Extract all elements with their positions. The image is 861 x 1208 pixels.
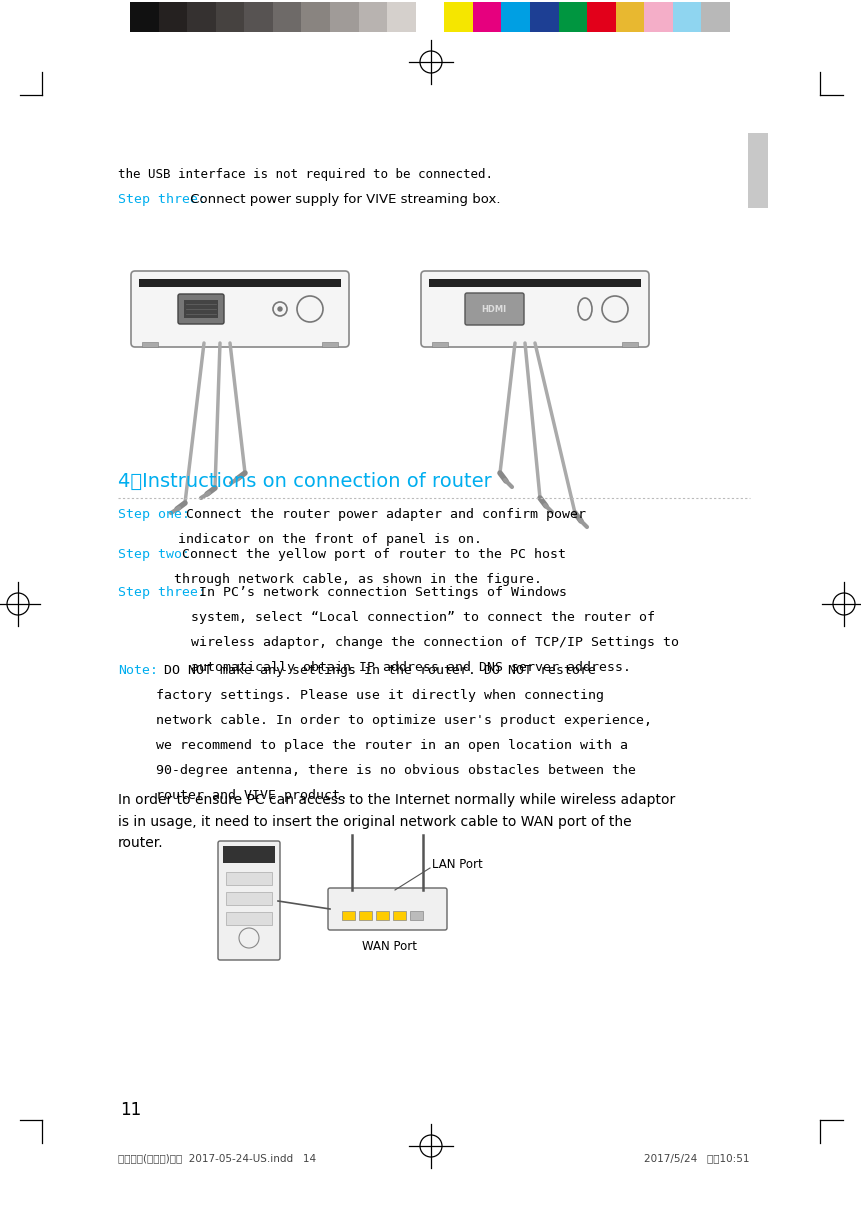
Text: WAN Port: WAN Port bbox=[362, 940, 417, 952]
FancyBboxPatch shape bbox=[464, 294, 523, 325]
Text: Step three:: Step three: bbox=[118, 193, 222, 207]
Bar bbox=[130, 2, 159, 31]
Text: Step three:: Step three: bbox=[118, 586, 222, 599]
Bar bbox=[393, 911, 406, 920]
Bar bbox=[330, 2, 359, 31]
Bar bbox=[586, 2, 616, 31]
Bar bbox=[415, 2, 444, 31]
Text: HDMI: HDMI bbox=[481, 304, 506, 314]
Bar bbox=[226, 912, 272, 925]
FancyBboxPatch shape bbox=[218, 841, 280, 960]
Bar bbox=[622, 342, 637, 347]
Bar bbox=[301, 2, 330, 31]
Text: 新版印刷(无蓝牙)英文  2017-05-24-US.indd   14: 新版印刷(无蓝牙)英文 2017-05-24-US.indd 14 bbox=[118, 1152, 316, 1163]
Text: 11: 11 bbox=[120, 1100, 141, 1119]
Bar bbox=[701, 2, 729, 31]
Bar bbox=[358, 911, 372, 920]
FancyBboxPatch shape bbox=[177, 294, 224, 324]
Bar bbox=[443, 2, 473, 31]
Bar bbox=[530, 2, 559, 31]
Bar bbox=[429, 279, 641, 288]
Bar bbox=[387, 2, 416, 31]
Text: DO NOT make any settings in the router. DO NOT restore
factory settings. Please : DO NOT make any settings in the router. … bbox=[156, 664, 651, 802]
Bar bbox=[342, 911, 355, 920]
Bar bbox=[215, 2, 245, 31]
Bar bbox=[244, 2, 273, 31]
Bar bbox=[142, 342, 158, 347]
Bar bbox=[322, 342, 338, 347]
Bar bbox=[273, 2, 301, 31]
Circle shape bbox=[278, 307, 282, 310]
Bar bbox=[643, 2, 672, 31]
Bar bbox=[558, 2, 587, 31]
Bar bbox=[501, 2, 530, 31]
Bar bbox=[431, 342, 448, 347]
Bar bbox=[158, 2, 188, 31]
Text: the USB interface is not required to be connected.: the USB interface is not required to be … bbox=[118, 168, 492, 181]
Bar bbox=[187, 2, 216, 31]
Text: Connect power supply for VIVE streaming box.: Connect power supply for VIVE streaming … bbox=[186, 193, 500, 207]
Bar bbox=[139, 279, 341, 288]
Text: In order to ensure PC can access to the Internet normally while wireless adaptor: In order to ensure PC can access to the … bbox=[118, 792, 674, 850]
Text: Connect the router power adapter and confirm power
indicator on the front of pan: Connect the router power adapter and con… bbox=[177, 509, 585, 546]
FancyBboxPatch shape bbox=[131, 271, 349, 347]
Text: Step two:: Step two: bbox=[118, 548, 189, 561]
Bar bbox=[410, 911, 423, 920]
Bar bbox=[358, 2, 387, 31]
FancyBboxPatch shape bbox=[328, 888, 447, 930]
Text: Note:: Note: bbox=[118, 664, 158, 676]
Text: Step one:: Step one: bbox=[118, 509, 189, 521]
Bar bbox=[226, 872, 272, 885]
Text: Connect the yellow port of router to the PC host
through network cable, as shown: Connect the yellow port of router to the… bbox=[174, 548, 566, 586]
Bar bbox=[672, 2, 701, 31]
Bar bbox=[183, 300, 218, 318]
Bar bbox=[223, 846, 275, 863]
Bar bbox=[747, 133, 767, 208]
Text: LAN Port: LAN Port bbox=[431, 859, 482, 871]
Text: 2017/5/24   上午10:51: 2017/5/24 上午10:51 bbox=[644, 1152, 749, 1163]
Bar bbox=[226, 892, 272, 905]
Bar bbox=[375, 911, 388, 920]
Bar bbox=[615, 2, 644, 31]
Text: 4、Instructions on connection of router: 4、Instructions on connection of router bbox=[118, 472, 491, 490]
Bar bbox=[473, 2, 501, 31]
FancyBboxPatch shape bbox=[420, 271, 648, 347]
Text: In PC’s network connection Settings of Windows
system, select “Local connection”: In PC’s network connection Settings of W… bbox=[191, 586, 678, 674]
